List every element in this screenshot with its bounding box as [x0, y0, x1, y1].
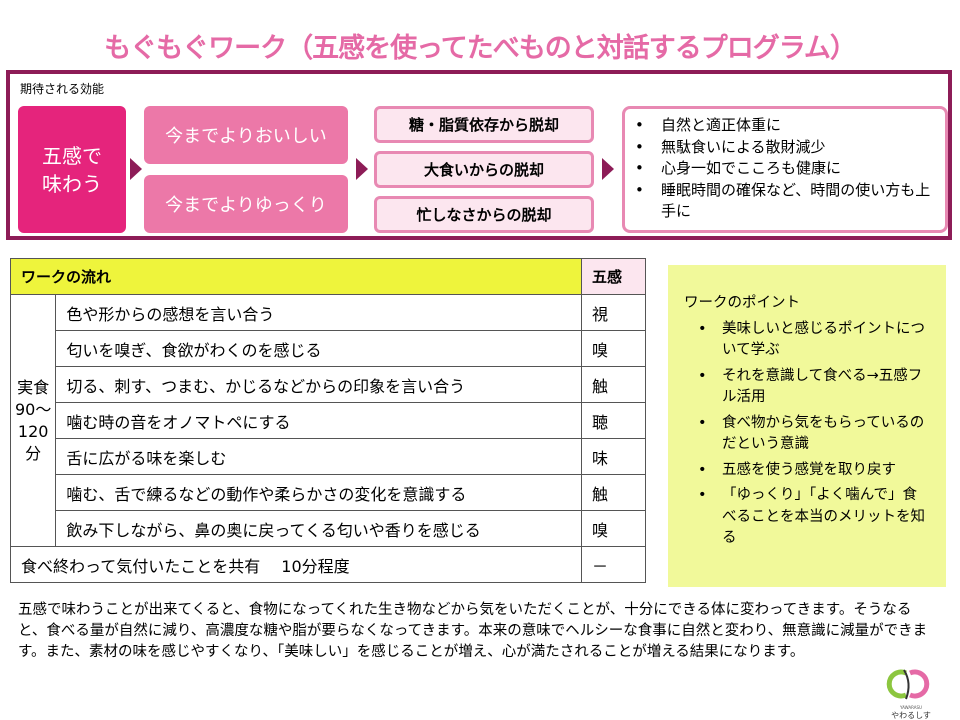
- benefit-item: 睡眠時間の確保など、時間の使い方も上手に: [635, 180, 935, 223]
- summary-paragraph: 五感で味わうことが出来てくると、食物になってくれた生き物などから気をいただくこと…: [18, 602, 928, 660]
- middle-box: 今までよりおいしい: [144, 106, 348, 164]
- benefit-item: 自然と適正体重に: [635, 115, 935, 137]
- step-sense: 聴: [581, 402, 646, 439]
- source-box: 五感で味わう: [18, 106, 126, 233]
- benefits-list: 自然と適正体重に 無駄食いによる散財減少 心身一如でこころも健康に 睡眠時間の確…: [622, 106, 948, 233]
- flow-table: ワークの流れ 五感 実食90〜120分 色や形からの感想を言い合う視匂いを嗅ぎ、食欲…: [9, 258, 646, 583]
- table-row: 舌に広がる味を楽しむ味: [11, 438, 646, 475]
- effects-label: 期待される効能: [20, 82, 105, 96]
- benefit-item: 無駄食いによる散財減少: [635, 137, 935, 159]
- points-panel: ワークのポイント 美味しいと感じるポイントについて学ぶ それを意識して食べる→五…: [668, 265, 946, 587]
- sense-header: 五感: [581, 258, 646, 295]
- step-text: 噛む、舌で練るなどの動作や柔らかさの変化を意識する: [55, 474, 582, 511]
- step-sense: 触: [581, 474, 646, 511]
- arrow-icon: [130, 158, 142, 180]
- outcome-box: 大食いからの脱却: [374, 151, 594, 188]
- flow-footer: 食べ終わって気付いたことを共有 10分程度: [10, 546, 582, 583]
- point-item: 「ゆっくり」「よく噛んで」食べることを本当のメリットを知る: [684, 485, 930, 550]
- step-sense: 嗅: [581, 330, 646, 367]
- step-text: 色や形からの感想を言い合う: [55, 294, 582, 331]
- source-text: 五感で味わう: [42, 143, 102, 196]
- step-sense: 味: [581, 438, 646, 475]
- point-item: それを意識して食べる→五感フル活用: [684, 366, 930, 409]
- svg-text:やわるしす: やわるしす: [891, 711, 931, 720]
- table-row: 飲み下しながら、鼻の奥に戻ってくる匂いや香りを感じる嗅: [11, 510, 646, 547]
- middle-box: 今までよりゆっくり: [144, 175, 348, 233]
- duration-label: 実食90〜120分: [9, 294, 57, 547]
- step-sense: 視: [581, 294, 646, 331]
- flow-header: ワークの流れ: [10, 258, 582, 295]
- table-row: 匂いを嗅ぎ、食欲がわくのを感じる嗅: [11, 330, 646, 367]
- point-item: 五感を使う感覚を取り戻す: [684, 460, 930, 482]
- page-title: もぐもぐワーク（五感を使ってたべものと対話するプログラム）: [104, 33, 857, 64]
- point-item: 美味しいと感じるポイントについて学ぶ: [684, 319, 930, 362]
- table-row: 噛む時の音をオノマトペにする聴: [11, 402, 646, 439]
- step-sense: 触: [581, 366, 646, 403]
- benefit-item: 心身一如でこころも健康に: [635, 158, 935, 180]
- table-row: 切る、刺す、つまむ、かじるなどからの印象を言い合う触: [11, 366, 646, 403]
- yawarasu-logo: YAWARASU やわるしす: [886, 669, 931, 720]
- step-sense: 嗅: [581, 510, 646, 547]
- step-text: 飲み下しながら、鼻の奥に戻ってくる匂いや香りを感じる: [55, 510, 582, 547]
- svg-text:YAWARASU: YAWARASU: [899, 705, 922, 710]
- outcome-box: 忙しなさからの脱却: [374, 196, 594, 233]
- table-row: 実食90〜120分 色や形からの感想を言い合う視: [9, 294, 646, 547]
- table-row: 噛む、舌で練るなどの動作や柔らかさの変化を意識する触: [11, 474, 646, 511]
- effects-panel: 期待される効能 五感で味わう 今までよりおいしい 今までよりゆっくり 糖・脂質依…: [6, 70, 952, 240]
- step-text: 舌に広がる味を楽しむ: [55, 438, 582, 475]
- points-title: ワークのポイント: [684, 295, 800, 311]
- arrow-icon: [356, 158, 368, 180]
- step-text: 噛む時の音をオノマトペにする: [55, 402, 582, 439]
- step-text: 切る、刺す、つまむ、かじるなどからの印象を言い合う: [55, 366, 582, 403]
- point-item: 食べ物から気をもらっているのだという意識: [684, 413, 930, 456]
- outcome-box: 糖・脂質依存から脱却: [374, 106, 594, 143]
- arrow-icon: [602, 158, 614, 180]
- footer-sense: －: [581, 546, 646, 583]
- step-text: 匂いを嗅ぎ、食欲がわくのを感じる: [55, 330, 582, 367]
